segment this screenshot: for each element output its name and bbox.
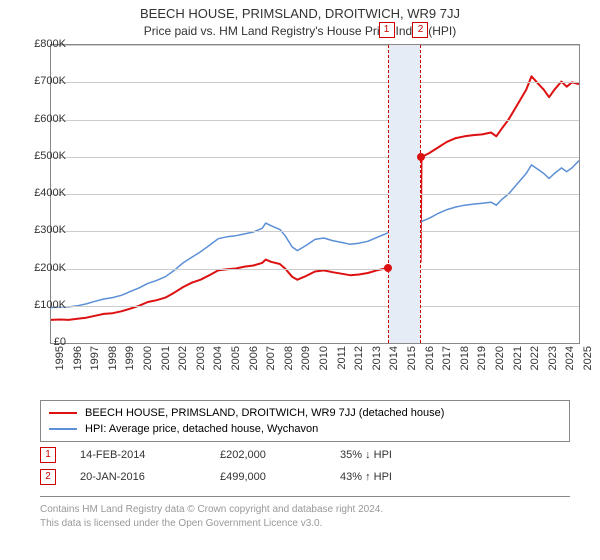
x-axis-label: 2017 bbox=[441, 346, 453, 386]
legend-label: HPI: Average price, detached house, Wych… bbox=[85, 423, 318, 435]
x-axis-label: 2012 bbox=[353, 346, 365, 386]
x-axis-label: 2000 bbox=[142, 346, 154, 386]
x-axis-label: 2006 bbox=[248, 346, 260, 386]
y-axis-label: £300K bbox=[20, 224, 66, 236]
y-axis-label: £400K bbox=[20, 187, 66, 199]
x-axis-label: 2008 bbox=[283, 346, 295, 386]
sale-diff: 35% ↓ HPI bbox=[340, 449, 460, 461]
sale-period-band bbox=[388, 45, 422, 343]
x-axis-label: 2013 bbox=[371, 346, 383, 386]
x-axis-label: 2020 bbox=[494, 346, 506, 386]
x-axis-label: 1996 bbox=[72, 346, 84, 386]
sales-table: 1 14-FEB-2014£202,00035% ↓ HPI 2 20-JAN-201… bbox=[40, 444, 570, 488]
sale-date: 20-JAN-2016 bbox=[80, 471, 220, 483]
x-axis-label: 1998 bbox=[107, 346, 119, 386]
sale-number-box: 2 bbox=[40, 469, 56, 485]
gridline-h bbox=[51, 157, 579, 158]
sale-price: £499,000 bbox=[220, 471, 340, 483]
sale-date: 14-FEB-2014 bbox=[80, 449, 220, 461]
legend-label: BEECH HOUSE, PRIMSLAND, DROITWICH, WR9 7… bbox=[85, 407, 444, 419]
sale-diff: 43% ↑ HPI bbox=[340, 471, 460, 483]
sale-number-box: 1 bbox=[40, 447, 56, 463]
y-axis-label: £200K bbox=[20, 262, 66, 274]
sale-dot bbox=[384, 264, 392, 272]
x-axis-label: 2018 bbox=[459, 346, 471, 386]
x-axis-label: 2025 bbox=[582, 346, 594, 386]
x-axis-label: 2002 bbox=[177, 346, 189, 386]
chart-subtitle: Price paid vs. HM Land Registry's House … bbox=[0, 21, 600, 42]
footer-line-2: This data is licensed under the Open Gov… bbox=[40, 517, 570, 531]
gridline-h bbox=[51, 269, 579, 270]
x-axis-label: 2019 bbox=[476, 346, 488, 386]
footer-text: Contains HM Land Registry data © Crown c… bbox=[40, 496, 570, 530]
y-axis-label: £600K bbox=[20, 113, 66, 125]
x-axis-label: 2003 bbox=[195, 346, 207, 386]
legend-swatch bbox=[49, 412, 77, 414]
x-axis-label: 2014 bbox=[388, 346, 400, 386]
legend-swatch bbox=[49, 428, 77, 430]
legend-row: BEECH HOUSE, PRIMSLAND, DROITWICH, WR9 7… bbox=[49, 405, 561, 421]
x-axis-label: 2001 bbox=[160, 346, 172, 386]
x-axis-label: 2024 bbox=[564, 346, 576, 386]
gridline-h bbox=[51, 194, 579, 195]
sale-marker: 2 bbox=[412, 22, 428, 38]
x-axis-label: 1999 bbox=[124, 346, 136, 386]
y-axis-label: £700K bbox=[20, 75, 66, 87]
y-axis-label: £100K bbox=[20, 299, 66, 311]
x-axis-label: 2007 bbox=[265, 346, 277, 386]
series-property bbox=[51, 76, 579, 320]
sale-dot bbox=[417, 153, 425, 161]
x-axis-label: 1997 bbox=[89, 346, 101, 386]
x-axis-label: 2010 bbox=[318, 346, 330, 386]
gridline-h bbox=[51, 82, 579, 83]
x-axis-label: 2021 bbox=[512, 346, 524, 386]
gridline-h bbox=[51, 231, 579, 232]
x-axis-label: 2015 bbox=[406, 346, 418, 386]
series-hpi bbox=[51, 161, 579, 308]
y-axis-label: £500K bbox=[20, 150, 66, 162]
sale-price: £202,000 bbox=[220, 449, 340, 461]
gridline-h bbox=[51, 120, 579, 121]
x-axis-label: 2009 bbox=[300, 346, 312, 386]
x-axis-label: 2004 bbox=[212, 346, 224, 386]
plot-area bbox=[50, 44, 580, 344]
gridline-h bbox=[51, 306, 579, 307]
x-axis-label: 2011 bbox=[336, 346, 348, 386]
sale-row: 1 14-FEB-2014£202,00035% ↓ HPI bbox=[40, 444, 570, 466]
x-axis-label: 2022 bbox=[529, 346, 541, 386]
footer-line-1: Contains HM Land Registry data © Crown c… bbox=[40, 503, 570, 517]
legend-row: HPI: Average price, detached house, Wych… bbox=[49, 421, 561, 437]
x-axis-label: 2005 bbox=[230, 346, 242, 386]
chart-container: BEECH HOUSE, PRIMSLAND, DROITWICH, WR9 7… bbox=[0, 0, 600, 560]
legend-box: BEECH HOUSE, PRIMSLAND, DROITWICH, WR9 7… bbox=[40, 400, 570, 442]
x-axis-label: 1995 bbox=[54, 346, 66, 386]
chart-title: BEECH HOUSE, PRIMSLAND, DROITWICH, WR9 7… bbox=[0, 0, 600, 21]
sale-marker: 1 bbox=[379, 22, 395, 38]
y-axis-label: £800K bbox=[20, 38, 66, 50]
x-axis-label: 2023 bbox=[547, 346, 559, 386]
sale-row: 2 20-JAN-2016£499,00043% ↑ HPI bbox=[40, 466, 570, 488]
x-axis-label: 2016 bbox=[424, 346, 436, 386]
gridline-h bbox=[51, 45, 579, 46]
